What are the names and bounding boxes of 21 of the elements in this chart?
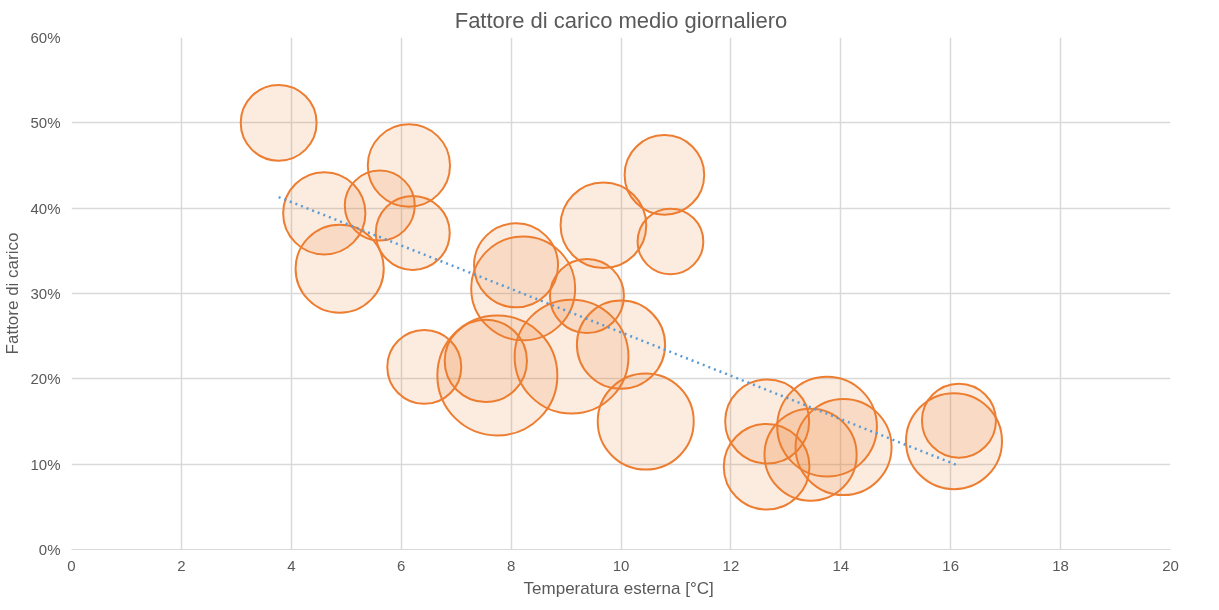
y-tick-label: 60% <box>30 29 61 46</box>
y-tick-label: 0% <box>38 541 61 558</box>
y-tick-label: 30% <box>30 285 61 302</box>
x-tick-label: 10 <box>612 556 630 574</box>
y-tick-label: 50% <box>30 114 61 132</box>
x-tick-label: 20 <box>1162 556 1179 574</box>
x-tick-label: 14 <box>832 556 850 574</box>
y-axis-title: Fattore di carico <box>3 232 23 355</box>
chart-title: Fattore di carico medio giornaliero <box>454 7 788 33</box>
y-tick-label: 10% <box>30 455 61 473</box>
x-tick-label: 0 <box>67 556 76 574</box>
x-tick-label: 8 <box>506 556 516 574</box>
x-axis-title: Temperatura esterna [°C] <box>523 578 714 598</box>
x-tick-label: 6 <box>397 556 406 574</box>
x-tick-label: 12 <box>722 556 740 574</box>
x-tick-label: 18 <box>1052 556 1069 574</box>
y-tick-label: 40% <box>30 199 61 217</box>
x-tick-label: 2 <box>177 556 186 574</box>
x-tick-label: 16 <box>942 556 960 574</box>
y-tick-label: 20% <box>30 370 61 388</box>
x-tick-label: 4 <box>287 556 296 574</box>
